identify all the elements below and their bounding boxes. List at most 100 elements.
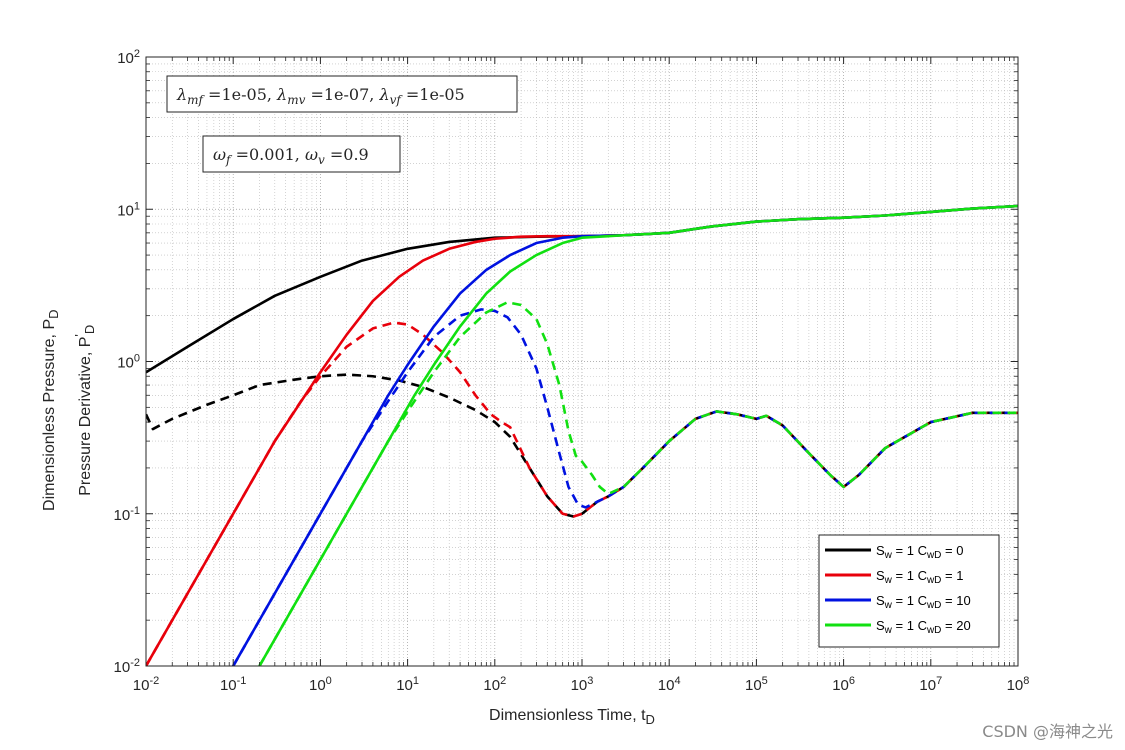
series-derivative-line-0 bbox=[146, 373, 1018, 518]
text-subscript: w bbox=[884, 575, 893, 586]
x-axis-label: Dimensionless Time, tD bbox=[489, 707, 655, 727]
text-run: =0.9 bbox=[325, 145, 369, 164]
text-subscript: mv bbox=[287, 93, 305, 107]
y-tick-label-exponent: 1 bbox=[134, 200, 140, 212]
x-tick-label-exponent: 3 bbox=[587, 675, 593, 687]
text-subscript: wD bbox=[926, 550, 941, 561]
x-tick-label-exponent: 7 bbox=[936, 675, 942, 687]
text-run: λ bbox=[176, 85, 187, 104]
text-run: = 20 bbox=[941, 618, 970, 633]
text-run: S bbox=[876, 568, 885, 583]
text-subscript: wD bbox=[926, 575, 941, 586]
text-subscript: w bbox=[884, 600, 893, 611]
x-tick-label: 10-2 bbox=[133, 675, 159, 694]
x-tick-label-base: 10 bbox=[133, 677, 150, 694]
text-run: S bbox=[876, 593, 885, 608]
x-tick-label-exponent: 1 bbox=[413, 675, 419, 687]
text-run: =1e-07, bbox=[305, 85, 379, 104]
text-run: = 1 C bbox=[892, 543, 927, 558]
legend-label: Sw = 1 CwD = 1 bbox=[876, 568, 963, 586]
x-tick-label-base: 10 bbox=[1007, 677, 1024, 694]
x-tick-label-base: 10 bbox=[832, 677, 849, 694]
series-pressure-line-3 bbox=[258, 204, 1018, 666]
legend-label: Sw = 1 CwD = 20 bbox=[876, 618, 971, 636]
x-tick-label-base: 10 bbox=[396, 677, 413, 694]
text-subscript: v bbox=[318, 153, 325, 167]
x-tick-label: 100 bbox=[309, 675, 332, 694]
x-axis-label-text: Dimensionless Time, t bbox=[489, 707, 646, 724]
watermark: CSDN @海神之光 bbox=[982, 722, 1113, 741]
text-subscript: wD bbox=[926, 600, 941, 611]
text-subscript: f bbox=[225, 153, 233, 167]
text-subscript: w bbox=[884, 625, 893, 636]
x-tick-label-base: 10 bbox=[309, 677, 326, 694]
x-tick-label: 108 bbox=[1007, 675, 1030, 694]
y-tick-label-base: 10 bbox=[114, 659, 131, 676]
text-subscript: w bbox=[884, 550, 893, 561]
y-tick-label-base: 10 bbox=[117, 50, 134, 67]
text-run: =1e-05 bbox=[401, 85, 465, 104]
y-tick-label-exponent: -2 bbox=[130, 657, 140, 669]
x-tick-label: 102 bbox=[483, 675, 506, 694]
x-tick-label-exponent: 2 bbox=[500, 675, 506, 687]
x-tick-label: 106 bbox=[832, 675, 855, 694]
x-tick-label: 104 bbox=[658, 675, 681, 694]
x-tick-label-base: 10 bbox=[658, 677, 675, 694]
y-tick-label: 10-1 bbox=[114, 505, 140, 524]
x-axis-ticks: 10-2 10-1 100 101 102 103 104 105 106 107 108 bbox=[133, 57, 1030, 694]
text-run: λ bbox=[276, 85, 287, 104]
y-tick-label-base: 10 bbox=[114, 507, 131, 524]
y-axis-label-derivative-text: Pressure Derivative, P bbox=[77, 337, 94, 496]
text-subscript: vf bbox=[390, 93, 404, 107]
x-tick-label-exponent: 8 bbox=[1023, 675, 1029, 687]
x-axis-label-subscript: D bbox=[646, 712, 655, 727]
x-tick-label-exponent: -1 bbox=[237, 675, 247, 687]
y-axis-label-pressure: Dimensionless Pressure, PD bbox=[41, 309, 61, 510]
x-tick-label: 103 bbox=[571, 675, 594, 694]
text-run: = 1 C bbox=[892, 593, 927, 608]
series-derivative-line-1 bbox=[146, 321, 1018, 666]
x-tick-label-exponent: 5 bbox=[762, 675, 768, 687]
text-run: = 1 C bbox=[892, 618, 927, 633]
text-run: = 10 bbox=[941, 593, 970, 608]
y-tick-label: 100 bbox=[117, 352, 140, 371]
y-tick-label-base: 10 bbox=[117, 355, 134, 372]
annotation-box bbox=[202, 135, 401, 173]
x-tick-label-exponent: 6 bbox=[849, 675, 855, 687]
text-run: =1e-05, bbox=[203, 85, 277, 104]
x-tick-label: 101 bbox=[396, 675, 419, 694]
x-tick-label: 105 bbox=[745, 675, 768, 694]
x-tick-label: 10-1 bbox=[220, 675, 246, 694]
text-run: = 0 bbox=[941, 543, 963, 558]
x-tick-label-exponent: 0 bbox=[326, 675, 332, 687]
text-run: ω bbox=[305, 145, 318, 164]
y-axis-label-derivative: Pressure Derivative, P'D bbox=[72, 325, 97, 496]
y-tick-label-exponent: 2 bbox=[134, 48, 140, 60]
x-tick-label-base: 10 bbox=[919, 677, 936, 694]
y-axis-label-pressure-subscript: D bbox=[46, 309, 61, 318]
annotation-text: λmf =1e-05, λmv =1e-07, λvf =1e-05 bbox=[176, 85, 465, 107]
y-axis-label-derivative-subscript: D bbox=[82, 325, 97, 334]
annotation-box bbox=[166, 75, 518, 113]
y-tick-label: 101 bbox=[117, 200, 140, 219]
x-tick-label-base: 10 bbox=[745, 677, 762, 694]
text-run: =0.001, bbox=[231, 145, 305, 164]
series-layer bbox=[146, 204, 1018, 666]
annotation-text: ωf =0.001, ωv =0.9 bbox=[213, 145, 369, 167]
x-tick-label-base: 10 bbox=[483, 677, 500, 694]
text-run: S bbox=[876, 618, 885, 633]
text-run: ω bbox=[213, 145, 226, 164]
text-run: = 1 C bbox=[892, 568, 927, 583]
legend-label: Sw = 1 CwD = 10 bbox=[876, 593, 971, 611]
legend-label: Sw = 1 CwD = 0 bbox=[876, 543, 963, 561]
y-tick-label-base: 10 bbox=[117, 202, 134, 219]
y-tick-label-exponent: -1 bbox=[130, 505, 140, 517]
series-derivative-line-3 bbox=[258, 300, 1018, 666]
y-tick-label: 102 bbox=[117, 48, 140, 67]
y-tick-label-exponent: 0 bbox=[134, 352, 140, 364]
text-subscript: wD bbox=[926, 625, 941, 636]
legend-box bbox=[818, 534, 1000, 648]
x-tick-label-exponent: 4 bbox=[674, 675, 680, 687]
